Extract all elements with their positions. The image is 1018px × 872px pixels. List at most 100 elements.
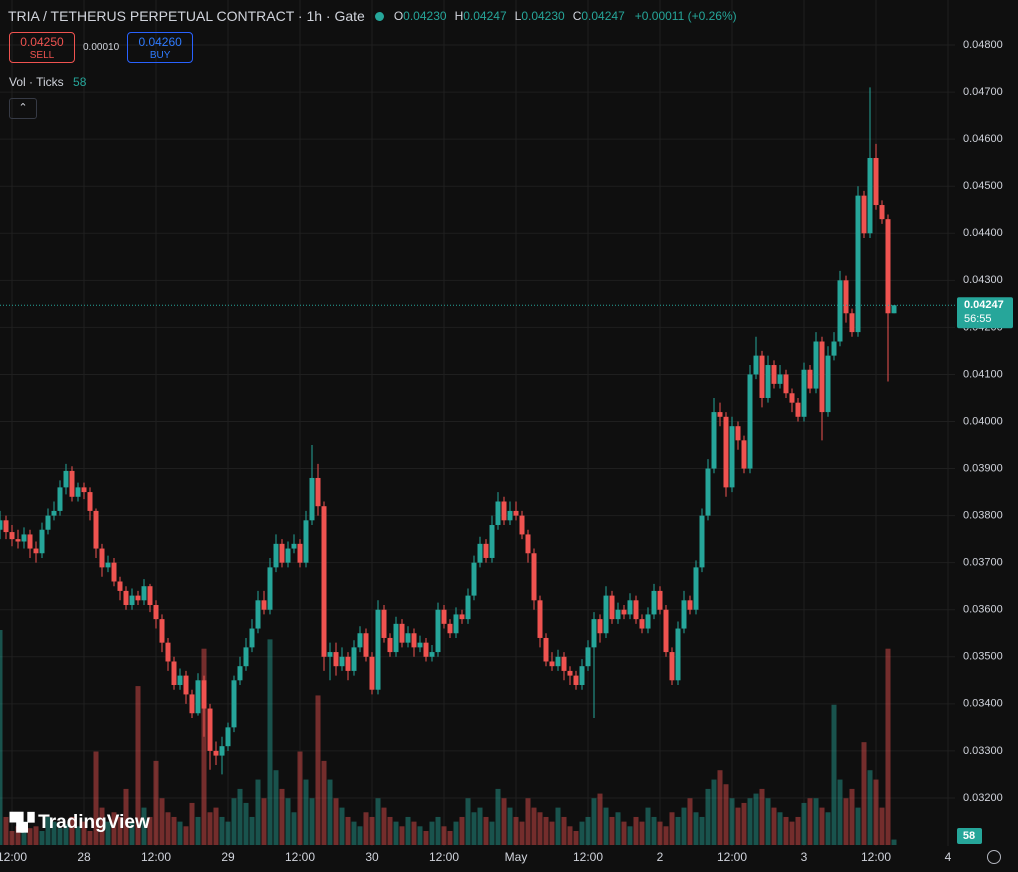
settings-button[interactable] — [987, 850, 1001, 864]
candle-body — [483, 543, 489, 558]
candle-body — [759, 355, 765, 398]
candle-body — [477, 543, 483, 563]
volume-bar — [3, 816, 9, 845]
volume-bar — [39, 830, 45, 845]
ohlc-item: H0.04247 — [455, 9, 507, 23]
candle-body — [687, 600, 693, 610]
x-tick-label: May — [505, 850, 528, 864]
volume-bar — [483, 816, 489, 845]
ohlc: O0.04230 H0.04247 L0.04230 C0.04247 — [394, 9, 625, 23]
candle-body — [267, 567, 273, 610]
candle-body — [861, 195, 867, 234]
volume-bar — [345, 816, 351, 845]
candle-body — [9, 532, 15, 540]
volume-bar — [573, 830, 579, 845]
brand: ▜▞ TradingView — [10, 812, 150, 834]
candle-body — [435, 609, 441, 653]
x-tick-label: 28 — [77, 850, 91, 864]
y-tick-label: 0.03200 — [963, 792, 1003, 804]
candle-body — [891, 305, 897, 314]
candle-body — [789, 393, 795, 403]
candle-body — [675, 628, 681, 681]
volume-bar — [537, 812, 543, 845]
candle-body — [585, 647, 591, 667]
x-tick-label: 12:00 — [573, 850, 603, 864]
volume-bar — [885, 648, 891, 845]
volume-bar — [225, 821, 231, 845]
volume-bar — [219, 816, 225, 845]
volume-bar — [171, 816, 177, 845]
ohlc-item: C0.04247 — [573, 9, 625, 23]
ohlc-item: O0.04230 — [394, 9, 447, 23]
candle-body — [327, 652, 333, 657]
volume-bar — [339, 807, 345, 845]
candle-body — [615, 609, 621, 620]
ohlc-key: L — [514, 9, 522, 23]
volume-bar — [699, 816, 705, 845]
ohlc-item: L0.04230 — [515, 9, 565, 23]
volume-bar — [429, 821, 435, 845]
candle-body — [51, 510, 57, 516]
volume-bar — [177, 821, 183, 845]
brand-name: TradingView — [38, 812, 150, 833]
trade-buttons: 0.04250 SELL 0.00010 0.04260 BUY — [9, 32, 194, 63]
grid — [0, 0, 955, 846]
volume-bar — [687, 798, 693, 845]
volume-bar — [597, 793, 603, 845]
volume-bar — [303, 779, 309, 845]
y-tick-label: 0.04600 — [963, 133, 1003, 145]
candle-body — [75, 487, 81, 497]
volume-bar — [459, 816, 465, 845]
volume-bar — [579, 821, 585, 845]
candle-body — [885, 219, 891, 314]
candle-body — [507, 510, 513, 521]
symbol[interactable]: TRIA / TETHERUS PERPETUAL CONTRACT · 1h … — [8, 8, 365, 24]
candle-body — [159, 619, 165, 643]
volume-bar — [237, 788, 243, 845]
volume-bar — [153, 760, 159, 845]
volume-bar — [849, 788, 855, 845]
volume-bar — [555, 807, 561, 845]
candle-body — [603, 595, 609, 634]
candle-body — [363, 633, 369, 657]
candle-body — [81, 487, 87, 493]
volume-bar — [471, 812, 477, 845]
candle-body — [123, 590, 129, 606]
candle-body — [747, 374, 753, 469]
volume-bar — [591, 798, 597, 845]
volume-bar — [513, 816, 519, 845]
volume-bar — [159, 798, 165, 845]
volume-bar — [267, 639, 273, 845]
candle-body — [489, 525, 495, 558]
candle-body — [567, 670, 573, 676]
sell-button[interactable]: 0.04250 SELL — [9, 32, 75, 63]
volume-bar — [147, 816, 153, 845]
candle-body — [639, 619, 645, 629]
volume-bar — [585, 816, 591, 845]
candle-body — [321, 506, 327, 657]
x-tick-label: 12:00 — [717, 850, 747, 864]
candle-body — [309, 477, 315, 521]
volume-legend: Vol · Ticks 58 — [9, 75, 86, 89]
volume-value-box — [957, 828, 982, 844]
candle-body — [111, 562, 117, 582]
volume-bar — [837, 779, 843, 845]
ohlc-value: 0.04230 — [521, 9, 565, 23]
buy-button[interactable]: 0.04260 BUY — [127, 32, 194, 63]
collapse-button[interactable]: ⌃ — [9, 98, 37, 119]
volume-bar — [645, 807, 651, 845]
volume-bar — [231, 798, 237, 845]
candle-body — [279, 543, 285, 563]
candle-body — [273, 543, 279, 568]
volume-bar — [507, 807, 513, 845]
volume-bar — [525, 798, 531, 845]
candle-body — [87, 492, 93, 511]
volume-bar — [21, 821, 27, 845]
ohlc-key: C — [572, 9, 582, 23]
candle-body — [669, 652, 675, 681]
candle-body — [141, 586, 147, 601]
candle-body — [21, 534, 27, 542]
volume-bar — [9, 830, 15, 845]
